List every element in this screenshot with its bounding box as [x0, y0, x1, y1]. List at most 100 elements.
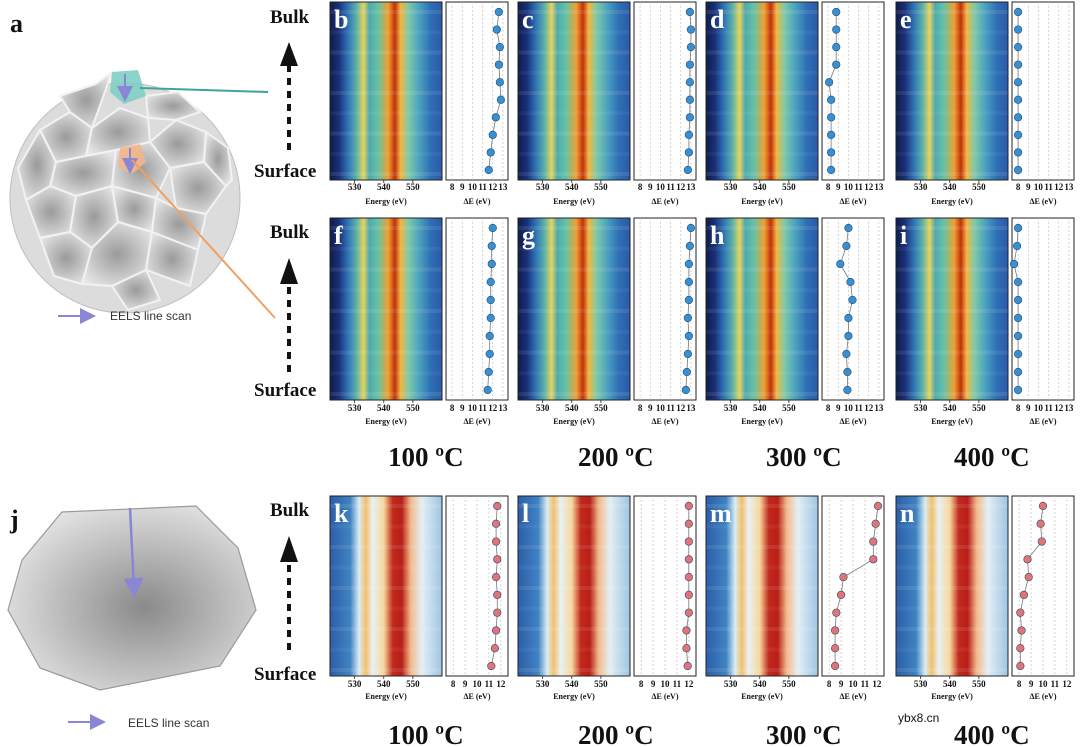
watermark: ybx8.cn [898, 711, 939, 725]
panel-i: i 530 540 550 Energy (eV) 8 9 10 11 12 13 ΔE (eV) [895, 217, 1075, 426]
delta-point [493, 608, 502, 617]
heatmap-streak [706, 668, 818, 672]
delta-point [1013, 367, 1023, 377]
delta-tick-label: 11 [854, 403, 863, 413]
delta-point [831, 661, 840, 671]
panel-letter-n: n [900, 499, 915, 528]
heatmap-streak [330, 30, 442, 35]
energy-tick-label: 540 [565, 679, 579, 689]
heatmap-m [706, 496, 818, 676]
panel-d: d 530 540 550 Energy (eV) 8 9 10 11 12 13 ΔE (eV) [705, 1, 885, 206]
delta-point [491, 626, 501, 635]
heatmap-streak [330, 565, 442, 570]
energy-tick-label: 540 [753, 679, 767, 689]
temperature-labels-row3: 100 ºC 200 ºC 300 ºC 400 ºC [388, 720, 1030, 747]
delta-tick-label: 12 [488, 403, 498, 413]
delta-point [843, 385, 852, 395]
heatmap-frame [895, 1, 1009, 181]
delta-tick-label: 8 [450, 182, 455, 192]
delta-tick-label: 13 [686, 182, 696, 192]
delta-tick-label: 12 [1062, 679, 1072, 689]
delta-point [1013, 165, 1023, 175]
delta-tick-label: 9 [460, 403, 465, 413]
heatmap-frame [517, 1, 631, 181]
heatmap-streak [330, 267, 442, 272]
heatmap-streak [518, 151, 630, 156]
delta-point [846, 277, 855, 287]
bulk-label-row1: Bulk [270, 7, 310, 28]
heatmap-streak [706, 70, 818, 75]
panel-letter-d: d [710, 5, 725, 34]
delta-axis-label: ΔE (eV) [1029, 417, 1056, 426]
delta-point [831, 626, 840, 635]
grain-6 [168, 160, 228, 216]
delta-point [1013, 313, 1023, 323]
delta-point [1013, 349, 1023, 359]
delta-point [684, 148, 693, 157]
delta-series-line-l [686, 506, 690, 667]
heatmap-g [518, 218, 630, 400]
bulk-label-row2: Bulk [270, 222, 310, 243]
temp-label-200-upper: 200 ºC [578, 442, 654, 472]
heatmap-streak [330, 288, 442, 293]
delta-point [494, 7, 503, 17]
energy-tick-label: 530 [914, 679, 928, 689]
heatmap-streak [518, 627, 630, 631]
heatmap-streak [896, 151, 1008, 156]
delta-point [484, 165, 493, 175]
surface-label-row1: Surface [254, 161, 316, 182]
panel-letter-f: f [334, 221, 343, 250]
delta-point [490, 644, 499, 653]
delta-point [1013, 130, 1023, 139]
delta-axis-label: ΔE (eV) [651, 417, 678, 426]
heatmap-streak [518, 329, 630, 334]
delta-tick-label: 10 [849, 679, 859, 689]
delta-point [1013, 223, 1023, 233]
delta-point [832, 60, 841, 69]
heatmap-streak [330, 151, 442, 156]
grain-13 [144, 230, 200, 288]
heatmap-streak [706, 151, 818, 156]
panel-letter-k: k [334, 499, 349, 528]
heatmap-streak [706, 545, 818, 549]
delta-point [1013, 78, 1023, 87]
heatmap-streak [518, 111, 630, 116]
heatmap-streak [518, 246, 630, 251]
delta-tick-label: 13 [874, 403, 884, 413]
delta-point [682, 367, 691, 377]
heatmap-streak [896, 172, 1008, 176]
delta-point [1017, 626, 1026, 635]
delta-point [1036, 519, 1045, 528]
heatmap-streak [706, 647, 818, 652]
delta-tick-label: 10 [1039, 679, 1049, 689]
delta-tick-label: 10 [1034, 182, 1044, 192]
energy-tick-label: 540 [943, 679, 957, 689]
heatmap-streak [518, 350, 630, 355]
heatmap-streak [518, 524, 630, 529]
heatmap-streak [706, 606, 818, 611]
heatmap-streak [518, 545, 630, 549]
heatmap-streak [706, 350, 818, 355]
delta-tick-label: 9 [1029, 679, 1034, 689]
delta-point [1016, 661, 1025, 671]
heatmap-streak [896, 392, 1008, 396]
depth-axis-row3: Bulk Surface [254, 500, 316, 685]
orange-connector-line [131, 159, 276, 319]
delta-tick-label: 10 [844, 403, 854, 413]
delta-tick-label: 11 [861, 679, 870, 689]
heatmap-l [518, 496, 630, 676]
delta-point [483, 385, 492, 395]
energy-tick-label: 530 [914, 403, 928, 413]
delta-tick-label: 8 [639, 679, 644, 689]
delta-point [485, 331, 494, 341]
heatmap-streak [896, 309, 1008, 313]
delta-point [686, 43, 696, 52]
delta-point [836, 590, 846, 599]
delta-point [1038, 501, 1048, 511]
panel-letter-i: i [900, 221, 907, 250]
heatmap-streak [518, 30, 630, 35]
delta-axis-label: ΔE (eV) [1029, 692, 1056, 701]
delta-tick-label: 9 [1026, 182, 1031, 192]
delta-point [684, 130, 693, 139]
